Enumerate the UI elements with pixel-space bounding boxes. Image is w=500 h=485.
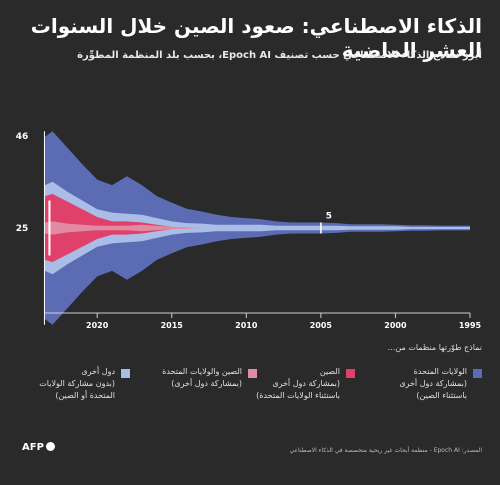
x-tick-label: 2010 — [235, 321, 258, 330]
series-area-us-china — [45, 221, 202, 235]
afp-logo-text: AFP — [22, 442, 44, 453]
legend-note: (بمشاركة دول أخرى — [272, 379, 340, 388]
source-note: المصدر: Epoch AI - منظمة أبحاث غير ربحية… — [289, 447, 482, 454]
legend-heading: نماذج طوّرتها منظمات من... — [387, 343, 482, 352]
legend-label: دول أخرى — [81, 367, 115, 376]
x-tick-label: 2015 — [161, 321, 184, 330]
legend-item-us: الولايات المتحدة (بمشاركة دول أخرى باستث… — [399, 366, 482, 402]
legend-note: (بدون مشاركة الولايات — [39, 379, 115, 388]
annotation-label: 5 — [326, 212, 332, 222]
legend: الولايات المتحدة (بمشاركة دول أخرى باستث… — [0, 366, 500, 426]
legend-item-china: الصين (بمشاركة دول أخرى باستثناء الولايا… — [256, 366, 355, 402]
legend-note: المتحدة أو الصين) — [55, 391, 115, 400]
x-tick-label: 2000 — [384, 321, 407, 330]
streamgraph-chart: 1995 2000 2005 2010 2015 2020 46 25 5 — [16, 131, 482, 330]
legend-label: الولايات المتحدة — [413, 367, 467, 376]
annotation-label: 46 — [16, 132, 29, 142]
legend-note: (بمشاركة دول أخرى) — [171, 379, 242, 388]
page-title: الذكاء الاصطناعي: صعود الصين خلال السنوا… — [30, 14, 482, 62]
legend-swatch-us-china — [248, 369, 257, 378]
x-tick-label: 2005 — [310, 321, 333, 330]
afp-logo-dot-icon — [45, 442, 55, 451]
legend-label: الصين والولايات المتحدة — [162, 367, 242, 376]
legend-note: (بمشاركة دول أخرى — [399, 379, 467, 388]
legend-note: باستثناء الولايات المتحدة) — [256, 391, 340, 400]
legend-swatch-us — [473, 369, 482, 378]
annotation-label: 25 — [16, 224, 29, 234]
legend-swatch-other — [121, 369, 130, 378]
legend-item-us-china: الصين والولايات المتحدة (بمشاركة دول أخر… — [162, 366, 257, 390]
legend-label: الصين — [319, 367, 340, 376]
legend-swatch-china — [346, 369, 355, 378]
legend-item-other: دول أخرى (بدون مشاركة الولايات المتحدة أ… — [39, 366, 130, 402]
legend-note: باستثناء الصين) — [416, 391, 467, 400]
page-subtitle: أبرز نماذج الذكاء الاصطناعي حسب تصنيف Ep… — [77, 50, 482, 61]
series-area-other — [45, 181, 470, 275]
x-tick-label: 2020 — [86, 321, 109, 330]
afp-logo: AFP — [22, 442, 55, 453]
x-tick-label: 1995 — [459, 321, 482, 330]
